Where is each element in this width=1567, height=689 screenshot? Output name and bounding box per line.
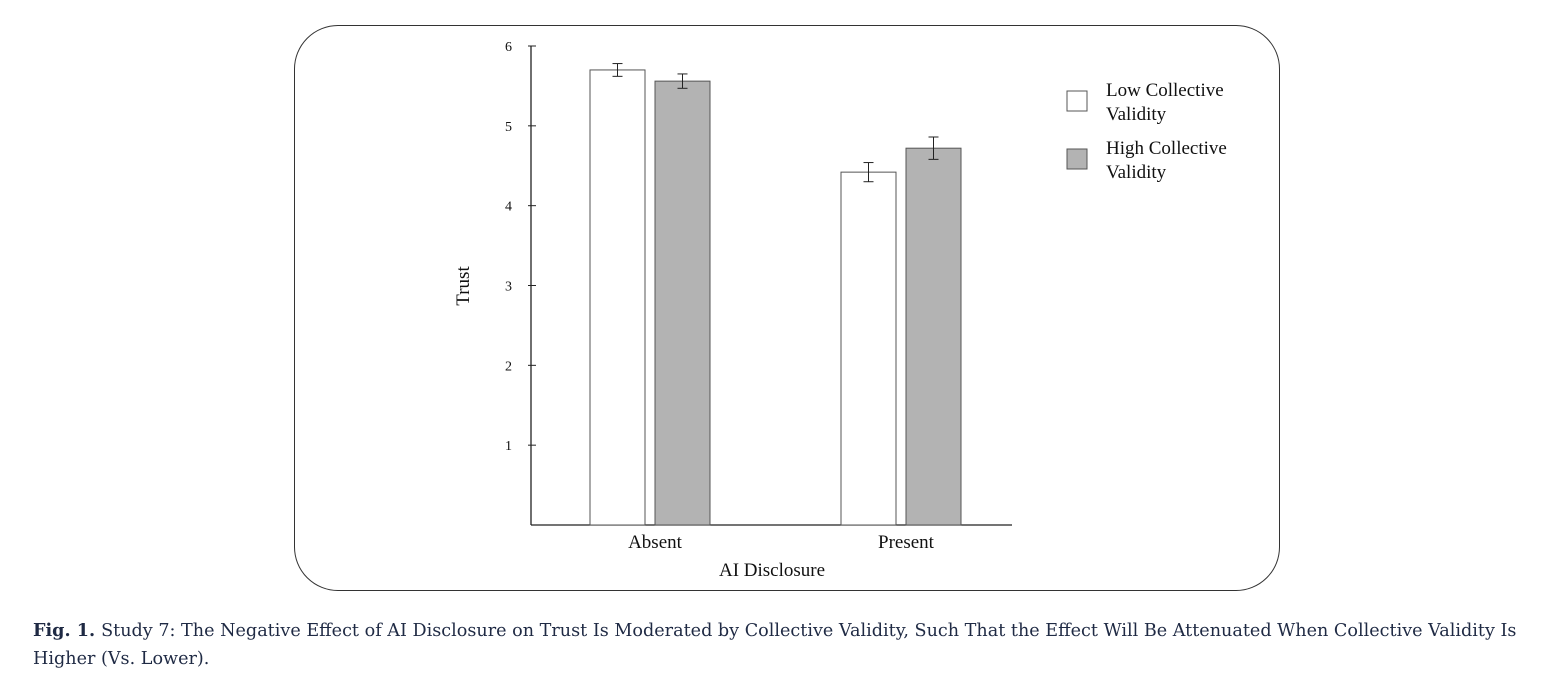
x-axis-title: AI Disclosure: [719, 560, 825, 581]
bars: [589, 69, 962, 526]
y-axis: 1 2 3 4 5 6: [505, 40, 536, 525]
bar: [905, 147, 962, 526]
figure-caption-text: Study 7: The Negative Effect of AI Discl…: [33, 621, 1517, 669]
figure-frame: [294, 25, 1280, 591]
y-tick-label: 3: [505, 280, 512, 295]
figure-label: Fig. 1.: [33, 620, 96, 641]
legend-swatch-low: [1066, 90, 1088, 112]
legend-label-low-line1: Low Collective: [1106, 80, 1224, 101]
y-tick-label: 1: [505, 439, 512, 454]
y-tick-label: 5: [505, 120, 512, 135]
y-axis-title: Trust: [453, 266, 474, 306]
error-bars: [612, 63, 939, 183]
y-tick-label: 2: [505, 359, 512, 374]
legend-label-low-line2: Validity: [1106, 104, 1167, 125]
x-tick-label: Absent: [628, 532, 683, 553]
legend-label-high-line2: Validity: [1106, 162, 1167, 183]
legend: Low Collective Validity High Collective …: [1066, 80, 1227, 183]
bar-chart: 1 2 3 4 5 6 Absent Present Trust AI Disclosure…: [453, 40, 1227, 581]
x-axis: Absent Present: [531, 524, 1012, 553]
legend-label-high-line1: High Collective: [1106, 138, 1227, 159]
bar: [654, 80, 711, 526]
x-tick-label: Present: [878, 532, 935, 553]
bar: [840, 171, 897, 526]
bar: [589, 69, 646, 526]
figure-caption: Fig. 1. Study 7: The Negative Effect of A…: [33, 617, 1548, 673]
legend-swatch-high: [1066, 148, 1088, 170]
y-tick-label: 6: [505, 40, 512, 55]
y-tick-label: 4: [505, 200, 512, 215]
